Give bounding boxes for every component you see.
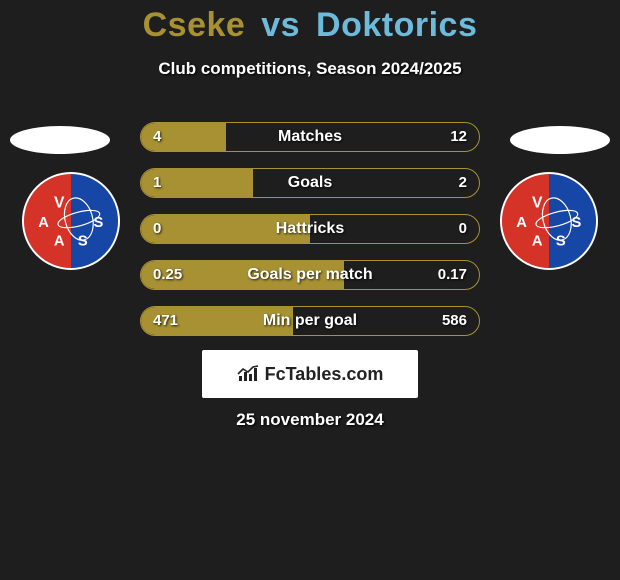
stat-label: Goals per match	[141, 261, 479, 289]
player2-club-badge: V A S A S	[500, 172, 598, 270]
chart-icon	[237, 365, 259, 383]
svg-text:A: A	[38, 215, 49, 231]
comparison-card: Cseke vs Doktorics Club competitions, Se…	[0, 0, 620, 580]
svg-text:V: V	[54, 194, 65, 211]
subtitle: Club competitions, Season 2024/2025	[0, 59, 620, 79]
stat-row: 1 Goals 2	[140, 168, 480, 198]
svg-text:A: A	[532, 234, 543, 250]
stat-right-value: 0.17	[438, 261, 467, 289]
brand-badge: FcTables.com	[202, 350, 418, 398]
stat-right-value: 12	[450, 123, 467, 151]
player1-name: Cseke	[143, 6, 246, 44]
stat-label: Hattricks	[141, 215, 479, 243]
player1-club-badge: V A S A S	[22, 172, 120, 270]
player1-shadow	[10, 126, 110, 154]
stat-right-value: 0	[459, 215, 467, 243]
svg-text:S: S	[556, 234, 566, 250]
stat-right-value: 586	[442, 307, 467, 335]
stat-row: 0 Hattricks 0	[140, 214, 480, 244]
svg-text:A: A	[54, 234, 65, 250]
stat-right-value: 2	[459, 169, 467, 197]
stat-row: 4 Matches 12	[140, 122, 480, 152]
stat-row: 0.25 Goals per match 0.17	[140, 260, 480, 290]
player2-name: Doktorics	[316, 6, 477, 44]
vs-separator: vs	[261, 6, 300, 44]
stats-bars: 4 Matches 12 1 Goals 2 0 Hattricks 0 0.2…	[140, 122, 480, 352]
svg-text:S: S	[78, 234, 88, 250]
svg-text:V: V	[532, 194, 543, 211]
brand-text: FcTables.com	[265, 364, 384, 385]
stat-label: Matches	[141, 123, 479, 151]
stat-label: Goals	[141, 169, 479, 197]
svg-text:A: A	[516, 215, 527, 231]
player2-shadow	[510, 126, 610, 154]
stat-label: Min per goal	[141, 307, 479, 335]
card-title: Cseke vs Doktorics	[0, 0, 620, 45]
stat-row: 471 Min per goal 586	[140, 306, 480, 336]
date-text: 25 november 2024	[0, 410, 620, 430]
